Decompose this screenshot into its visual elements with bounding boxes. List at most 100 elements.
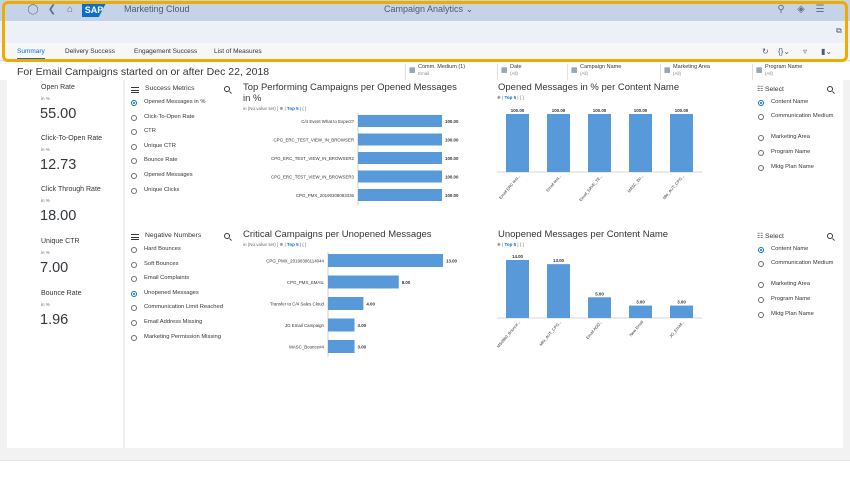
bar[interactable]: [358, 133, 442, 146]
bar[interactable]: [358, 152, 442, 164]
menu-icon[interactable]: ☰: [815, 4, 825, 15]
history-icon[interactable]: ↻: [762, 47, 769, 56]
filter-marketing-area[interactable]: ▦ Marketing Area (All): [660, 64, 746, 80]
kpi-value[interactable]: 7.00: [40, 260, 69, 276]
radio-button[interactable]: [131, 334, 137, 341]
bar[interactable]: [588, 297, 611, 318]
radio-button[interactable]: [758, 282, 764, 288]
radio-button[interactable]: [758, 114, 764, 120]
radio-button[interactable]: [131, 247, 137, 253]
settings-icon[interactable]: ❋: [497, 95, 501, 100]
search-icon[interactable]: [827, 233, 833, 239]
filter-comm-medium[interactable]: ▦ Comm. Medium (1) Email: [405, 64, 491, 80]
bar[interactable]: [358, 189, 442, 201]
bar[interactable]: [629, 305, 652, 318]
settings-icon[interactable]: ❋: [279, 242, 284, 247]
radio-button[interactable]: [758, 100, 764, 106]
app-title-menu[interactable]: Campaign Analytics ⌄: [384, 4, 473, 15]
bar[interactable]: [358, 115, 442, 127]
search-icon[interactable]: [224, 86, 230, 92]
tab-summary[interactable]: Summary: [17, 48, 45, 60]
variables-icon[interactable]: { }: [302, 106, 307, 111]
radio-button[interactable]: [131, 173, 137, 179]
settings-icon[interactable]: ❋: [497, 242, 501, 247]
radio-button[interactable]: [758, 261, 764, 267]
variables-icon[interactable]: { }: [519, 95, 525, 100]
radio-button[interactable]: [758, 247, 764, 253]
radio-button[interactable]: [131, 100, 137, 106]
search-icon[interactable]: [224, 233, 230, 239]
bar[interactable]: [547, 264, 570, 318]
radio-label: Marketing Area: [771, 134, 810, 140]
bar[interactable]: [506, 260, 529, 318]
kpi-value[interactable]: 12.73: [40, 157, 77, 173]
variables-icon[interactable]: { }: [519, 242, 525, 247]
top5-button[interactable]: Top 5: [286, 106, 299, 111]
category-label: MKt_AUT_CPG...: [538, 319, 562, 346]
tab-delivery-success[interactable]: Delivery Success: [65, 48, 115, 55]
radio-button[interactable]: [131, 276, 137, 283]
search-icon[interactable]: ⚲: [777, 4, 785, 15]
top5-button[interactable]: Top 5: [286, 242, 299, 247]
bar[interactable]: [328, 318, 355, 332]
radio-button[interactable]: [131, 129, 137, 136]
user-icon[interactable]: ◯: [27, 4, 39, 15]
kpi-value[interactable]: 18.00: [40, 208, 77, 224]
radio-button[interactable]: [131, 305, 137, 312]
radio-button[interactable]: [131, 290, 137, 297]
top5-button[interactable]: Top 5: [504, 95, 517, 100]
bar[interactable]: [506, 114, 529, 172]
radio-button[interactable]: [131, 143, 137, 150]
home-icon[interactable]: ⌂: [66, 4, 74, 15]
bar[interactable]: [328, 254, 443, 267]
radio-label: Click-To-Open Rate: [144, 113, 195, 120]
category-label: CPG_PMX_20190306114044: [266, 259, 324, 264]
variables-icon[interactable]: {}⌄: [778, 47, 791, 56]
bar[interactable]: [629, 114, 652, 172]
category-label: CPG_PMX_20190308083336: [296, 193, 355, 198]
radio-button[interactable]: [758, 135, 764, 141]
search-icon[interactable]: [827, 86, 833, 92]
radio-button[interactable]: [131, 261, 137, 268]
kpi-value[interactable]: 55.00: [40, 106, 77, 122]
radio-button[interactable]: [758, 297, 764, 303]
radio-button[interactable]: [131, 187, 137, 194]
back-icon[interactable]: ❮: [47, 4, 57, 15]
data-label: 13.00: [446, 259, 458, 264]
bar[interactable]: [358, 170, 442, 183]
bar[interactable]: [328, 340, 355, 353]
bar[interactable]: [547, 114, 570, 172]
bar[interactable]: [328, 297, 364, 310]
radio-label: Bounce Rate: [144, 157, 178, 164]
notification-icon[interactable]: ◈: [797, 4, 805, 15]
radio-button[interactable]: [758, 150, 764, 156]
bar[interactable]: [588, 114, 611, 172]
category-label: Email ADD...: [585, 319, 603, 340]
filter-campaign-name[interactable]: ▦ Campaign Name (All): [567, 64, 653, 80]
variables-icon[interactable]: { }: [302, 242, 307, 247]
tab-engagement-success[interactable]: Engagement Success: [134, 48, 198, 55]
bar[interactable]: [328, 275, 399, 289]
kpi-value[interactable]: 1.96: [40, 312, 69, 328]
copy-icon[interactable]: ⧉: [836, 26, 842, 35]
bar[interactable]: [670, 114, 693, 172]
top5-button[interactable]: Top 5: [504, 242, 517, 247]
tab-list-of-measures[interactable]: List of Measures: [214, 48, 262, 55]
menu-icon[interactable]: [131, 234, 139, 240]
filter-program-name[interactable]: ▦ Program Name (All): [752, 64, 838, 80]
radio-button[interactable]: [131, 320, 137, 326]
menu-icon[interactable]: [131, 87, 139, 93]
filter-icon[interactable]: ▿: [803, 47, 808, 56]
category-label: CPG_ERC_TEST_VIEW_IN_BROWSER3: [271, 175, 355, 180]
filter-value: Email: [418, 71, 430, 76]
bar[interactable]: [670, 305, 693, 318]
filter-date[interactable]: ▦ Date (All): [497, 64, 583, 80]
radio-button[interactable]: [758, 165, 764, 171]
radio-button[interactable]: [758, 312, 764, 318]
chart-subtitle: in (No value set) | ❋ | Top 5 | { }: [243, 106, 307, 111]
bookmark-icon[interactable]: ▮⌄: [821, 47, 833, 56]
settings-icon[interactable]: ❋: [279, 106, 284, 111]
radio-button[interactable]: [131, 114, 137, 121]
in-label: in: [243, 242, 247, 247]
radio-button[interactable]: [131, 158, 137, 165]
